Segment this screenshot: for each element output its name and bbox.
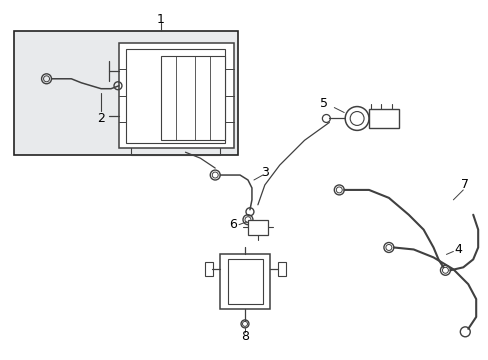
Text: 2: 2 [97,112,105,125]
Text: 7: 7 [460,179,468,192]
Bar [119,43,234,148]
Text: 3: 3 [261,166,268,179]
Text: 5: 5 [320,97,328,110]
Bar [205,262,213,276]
Text: 4: 4 [453,243,461,256]
Bar [161,56,224,140]
Bar [277,262,285,276]
Text: 8: 8 [241,330,248,343]
Bar [247,220,267,235]
Bar [220,255,269,309]
Bar [228,260,263,304]
Bar [14,31,238,155]
Text: 1: 1 [156,13,164,26]
Text: 6: 6 [229,218,237,231]
Bar [126,49,224,143]
Bar [368,109,398,129]
